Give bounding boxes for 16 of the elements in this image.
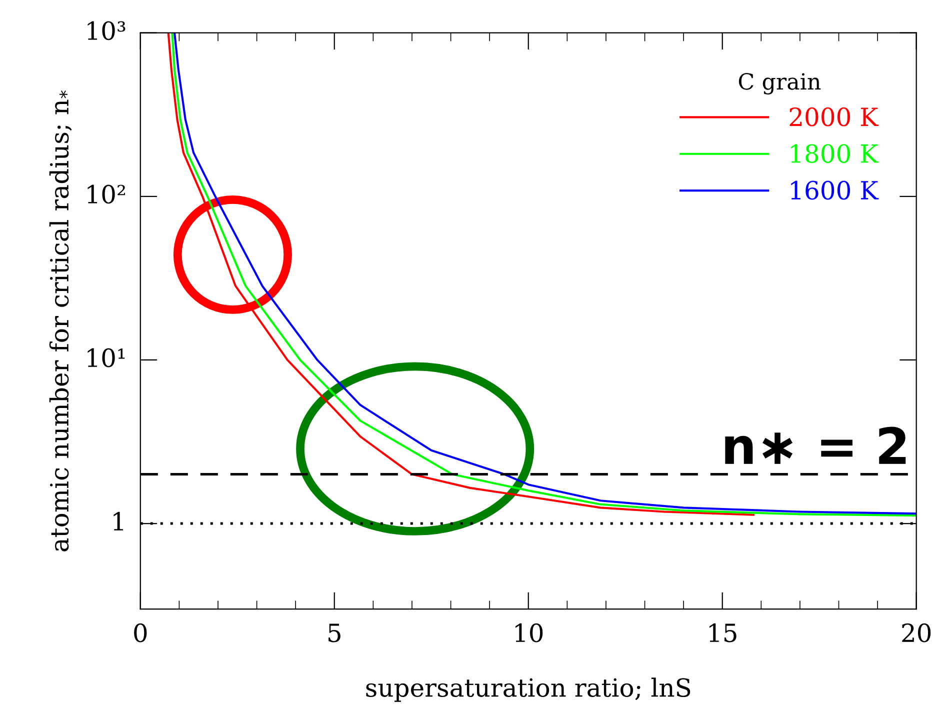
y-tick-label: 1 xyxy=(114,512,123,530)
y-axis-title: atomic number for critical radius; n$_{*}$ xyxy=(49,90,72,552)
legend-label: 1600 K xyxy=(791,180,879,200)
y-tick-label: 10¹ xyxy=(88,348,125,368)
x-tick-label: 5 xyxy=(328,624,340,642)
x-axis-title: supersaturation ratio; lnS xyxy=(366,678,690,702)
legend-label: 1800 K xyxy=(791,144,879,163)
legend-title: C grain xyxy=(738,73,821,94)
legend-label: 2000 K xyxy=(790,107,879,126)
x-tick-label: 0 xyxy=(134,623,147,642)
x-tick-label: 15 xyxy=(710,623,736,642)
y-tick-label: 10³ xyxy=(88,21,126,40)
y-tick-label: 10² xyxy=(88,184,125,204)
ref-line-label: n∗ = 2 xyxy=(725,426,906,464)
x-tick-label: 10 xyxy=(516,623,543,642)
x-tick-label: 20 xyxy=(902,623,931,642)
